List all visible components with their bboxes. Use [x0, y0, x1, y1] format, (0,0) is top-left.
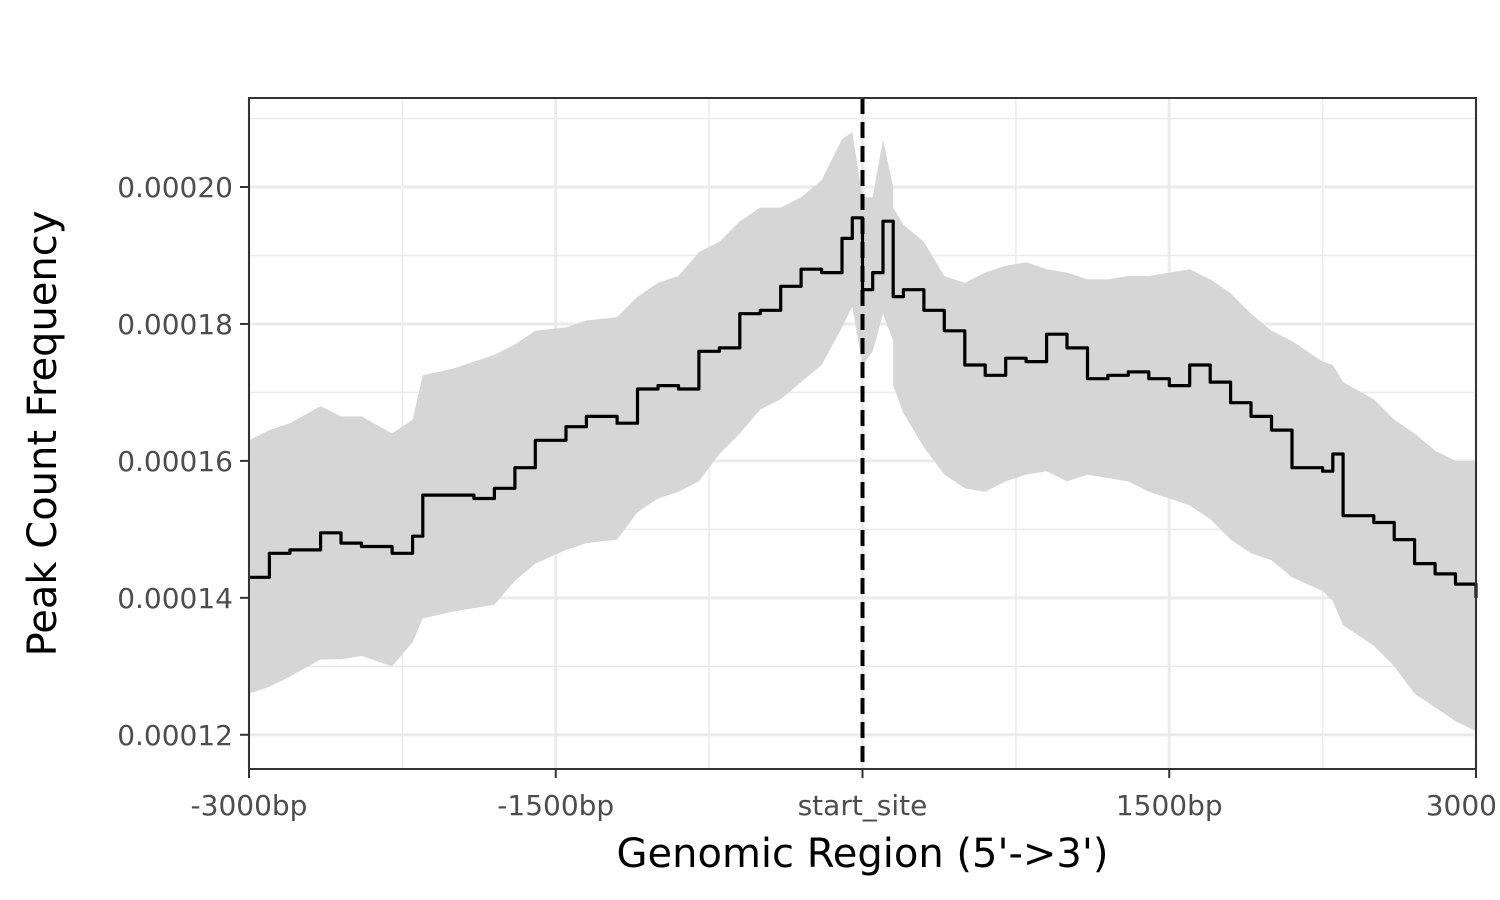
- y-axis-title: Peak Count Frequency: [20, 211, 66, 657]
- y-tick-label: 0.00014: [117, 582, 233, 615]
- x-tick-label: 1500bp: [1116, 789, 1223, 822]
- y-tick-label: 0.00012: [117, 719, 233, 752]
- peak-frequency-line: [249, 216, 1478, 598]
- x-tick-label: 3000: [1426, 789, 1497, 822]
- y-tick-label: 0.00020: [117, 171, 233, 204]
- x-tick-label: start_site: [798, 789, 928, 822]
- confidence-ribbon: [249, 132, 1476, 732]
- x-axis: -3000bp -1500bp start_site 1500bp 3000: [191, 769, 1497, 822]
- y-tick-label: 0.00018: [117, 308, 233, 341]
- x-tick-label: -3000bp: [191, 789, 308, 822]
- y-tick-label: 0.00016: [117, 445, 233, 478]
- x-tick-label: -1500bp: [497, 789, 614, 822]
- y-axis: 0.00012 0.00014 0.00016 0.00018 0.00020: [117, 171, 249, 752]
- x-axis-title: Genomic Region (5'->3'): [617, 831, 1109, 877]
